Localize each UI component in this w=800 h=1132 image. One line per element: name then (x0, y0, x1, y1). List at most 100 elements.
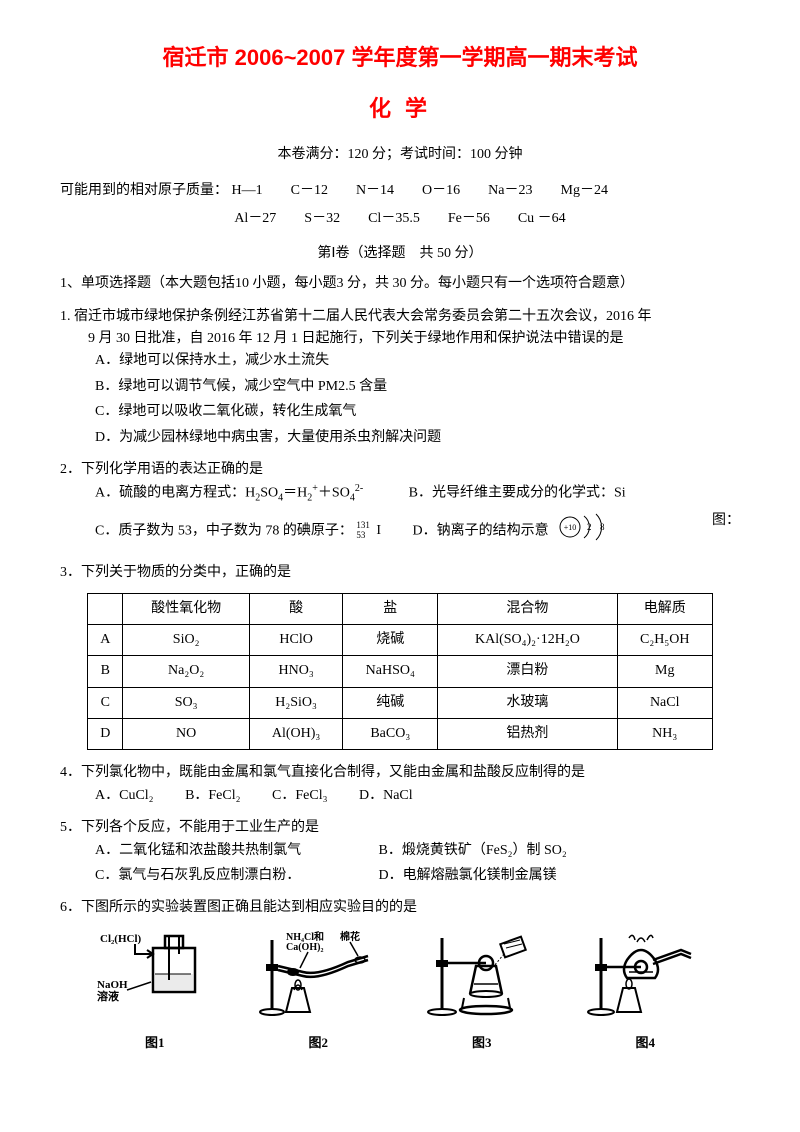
instruction-single-choice: 1、单项选择题（本大题包括10 小题，每小题3 分，共 30 分。每小题只有一个… (60, 273, 740, 295)
table-cell: HClO (249, 624, 343, 655)
q4-option-c: C．FeCl₃ (272, 785, 327, 807)
question-4: 4．下列氯化物中，既能由金属和氯气直接化合制得，又能由金属和盐酸反应制得的是 A… (60, 762, 740, 807)
q6-stem: 6．下图所示的实验装置图正确且能达到相应实验目的的是 (60, 897, 740, 919)
svg-text:溶液: 溶液 (97, 989, 120, 1003)
fig3-caption: 图3 (407, 1033, 557, 1054)
svg-text:+10: +10 (564, 523, 577, 532)
table-cell: BaCO₃ (343, 719, 438, 750)
fig4-caption: 图4 (571, 1033, 721, 1054)
figure-row: Cl₂(HCl) NaOH 溶液 图1 NH₄Cl和 Ca(OH)₂ 棉花 (80, 930, 720, 1054)
q2-c-prefix: C．质子数为 53，中子数为 78 的碘原子： (95, 523, 353, 538)
q3-stem: 3．下列关于物质的分类中，正确的是 (60, 562, 740, 584)
table-cell: 铝热剂 (438, 719, 618, 750)
table-cell: D (88, 719, 123, 750)
question-1: 1. 宿迁市城市绿地保护条例经江苏省第十二届人民代表大会常务委员会第二十五次会议… (60, 306, 740, 449)
atom-mass-label: 可能用到的相对原子质量： (60, 183, 228, 198)
svg-text:8: 8 (600, 522, 605, 532)
q5-option-a: A．二氧化锰和浓盐酸共热制氯气 (95, 840, 375, 862)
figure-1: Cl₂(HCl) NaOH 溶液 图1 (80, 930, 230, 1054)
q1-stem2: 9 月 30 日批准，自 2016 年 12 月 1 日起施行，下列关于绿地作用… (60, 328, 740, 350)
figure-4: 图4 (571, 930, 721, 1054)
q4-option-a: A．CuCl₂ (95, 785, 154, 807)
q2-option-c-d: C．质子数为 53，中子数为 78 的碘原子： 13153 I D．钠离子的结构… (60, 510, 740, 552)
fig1-caption: 图1 (80, 1033, 230, 1054)
q5-option-d: D．电解熔融氯化镁制金属镁 (379, 868, 557, 883)
q5-option-c: C．氯气与石灰乳反应制漂白粉． (95, 865, 375, 887)
table-row: B Na₂O₂ HNO₃ NaHSO₄ 漂白粉 Mg (88, 656, 713, 687)
table-cell: HNO₃ (249, 656, 343, 687)
table-cell: 漂白粉 (438, 656, 618, 687)
q5-option-b: B．煅烧黄铁矿（FeS₂）制 SO₂ (379, 843, 567, 858)
q1-option-c: C．绿地可以吸收二氧化碳，转化生成氧气 (60, 401, 740, 423)
table-row: C SO₃ H₂SiO₃ 纯碱 水玻璃 NaCl (88, 687, 713, 718)
apparatus-icon (422, 930, 542, 1025)
table-cell: H₂SiO₃ (249, 687, 343, 718)
classification-table: 酸性氧化物 酸 盐 混合物 电解质 A SiO₂ HClO 烧碱 KAl(SO₄… (87, 593, 713, 751)
q4-options: A．CuCl₂ B．FeCl₂ C．FeCl₃ D．NaCl (60, 785, 740, 807)
table-row: D NO Al(OH)₃ BaCO₃ 铝热剂 NH₃ (88, 719, 713, 750)
exam-info: 本卷满分：120 分；考试时间：100 分钟 (60, 144, 740, 166)
table-cell: KAl(SO₄)₂·12H₂O (438, 624, 618, 655)
question-6: 6．下图所示的实验装置图正确且能达到相应实验目的的是 Cl₂(HCl) NaOH… (60, 897, 740, 1054)
q5-row2: C．氯气与石灰乳反应制漂白粉． D．电解熔融氯化镁制金属镁 (60, 865, 740, 887)
main-title: 宿迁市 2006~2007 学年度第一学期高一期末考试 (60, 40, 740, 75)
q1-stem1: 1. 宿迁市城市绿地保护条例经江苏省第十二届人民代表大会常务委员会第二十五次会议… (60, 306, 740, 328)
table-cell: C₂H₅OH (617, 624, 712, 655)
q5-stem: 5．下列各个反应，不能用于工业生产的是 (60, 817, 740, 839)
table-cell: NaCl (617, 687, 712, 718)
table-cell: 烧碱 (343, 624, 438, 655)
question-5: 5．下列各个反应，不能用于工业生产的是 A．二氧化锰和浓盐酸共热制氯气 B．煅烧… (60, 817, 740, 887)
table-cell: 纯碱 (343, 687, 438, 718)
table-header (88, 593, 123, 624)
q4-stem: 4．下列氯化物中，既能由金属和氯气直接化合制得，又能由金属和盐酸反应制得的是 (60, 762, 740, 784)
q1-option-b: B．绿地可以调节气候，减少空气中 PM2.5 含量 (60, 376, 740, 398)
table-row: A SiO₂ HClO 烧碱 KAl(SO₄)₂·12H₂O C₂H₅OH (88, 624, 713, 655)
table-header: 盐 (343, 593, 438, 624)
table-header: 混合物 (438, 593, 618, 624)
svg-text:Cl₂(HCl): Cl₂(HCl) (100, 933, 142, 945)
apparatus-icon: Cl₂(HCl) NaOH 溶液 (95, 930, 215, 1025)
table-cell: Al(OH)₃ (249, 719, 343, 750)
svg-text:Ca(OH)₂: Ca(OH)₂ (286, 942, 323, 953)
table-header: 电解质 (617, 593, 712, 624)
q5-row1: A．二氧化锰和浓盐酸共热制氯气 B．煅烧黄铁矿（FeS₂）制 SO₂ (60, 840, 740, 862)
table-cell: Na₂O₂ (123, 656, 249, 687)
table-header: 酸性氧化物 (123, 593, 249, 624)
figure-3: 图3 (407, 930, 557, 1054)
table-cell: C (88, 687, 123, 718)
svg-text:棉花: 棉花 (340, 930, 360, 943)
q4-option-b: B．FeCl₂ (185, 785, 240, 807)
q2-d-suffix: 图： (712, 510, 740, 532)
table-cell: SiO₂ (123, 624, 249, 655)
atom-structure-icon: +10 2 8 (556, 510, 616, 552)
apparatus-icon: NH₄Cl和 Ca(OH)₂ 棉花 (258, 930, 378, 1025)
q2-stem: 2．下列化学用语的表达正确的是 (60, 459, 740, 481)
table-header: 酸 (249, 593, 343, 624)
q2-option-b: B．光导纤维主要成分的化学式：Si (409, 486, 626, 501)
subject-title: 化 学 (60, 91, 740, 126)
table-cell: A (88, 624, 123, 655)
table-cell: Mg (617, 656, 712, 687)
svg-text:NaOH: NaOH (97, 979, 128, 991)
atom-mass-line2: Al－27 S－32 Cl－35.5 Fe－56 Cu －64 (60, 205, 740, 233)
q2-option-d: D．钠离子的结构示意 (413, 523, 549, 538)
table-row: 酸性氧化物 酸 盐 混合物 电解质 (88, 593, 713, 624)
table-cell: 水玻璃 (438, 687, 618, 718)
table-cell: NaHSO₄ (343, 656, 438, 687)
q1-option-d: D．为减少园林绿地中病虫害，大量使用杀虫剂解决问题 (60, 427, 740, 449)
table-cell: NO (123, 719, 249, 750)
apparatus-icon (585, 930, 705, 1025)
table-cell: NH₃ (617, 719, 712, 750)
fig2-caption: 图2 (244, 1033, 394, 1054)
question-3: 3．下列关于物质的分类中，正确的是 酸性氧化物 酸 盐 混合物 电解质 A Si… (60, 562, 740, 750)
figure-2: NH₄Cl和 Ca(OH)₂ 棉花 图2 (244, 930, 394, 1054)
q2-option-a: A．硫酸的电离方程式：H2SO4＝H2+＋SO42- B．光导纤维主要成分的化学… (60, 481, 740, 506)
q2-a-prefix: A．硫酸的电离方程式：H (95, 486, 255, 501)
table-cell: B (88, 656, 123, 687)
question-2: 2．下列化学用语的表达正确的是 A．硫酸的电离方程式：H2SO4＝H2+＋SO4… (60, 459, 740, 552)
q1-option-a: A．绿地可以保持水土，减少水土流失 (60, 350, 740, 372)
table-cell: SO₃ (123, 687, 249, 718)
isotope-symbol: 13153 (356, 522, 374, 540)
svg-text:2: 2 (587, 522, 592, 532)
section-1-title: 第Ⅰ卷（选择题 共 50 分） (60, 243, 740, 265)
